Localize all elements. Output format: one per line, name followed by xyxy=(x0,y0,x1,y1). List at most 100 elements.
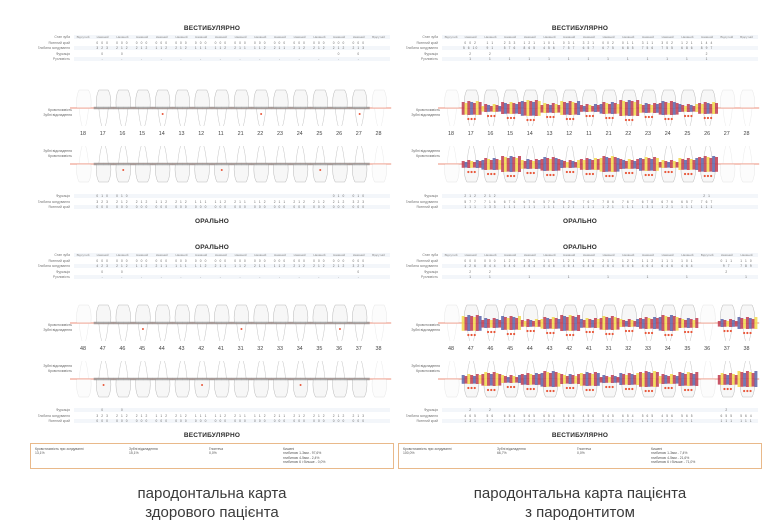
table-cell: 1 1 1 xyxy=(661,258,674,263)
bleeding-point xyxy=(470,170,473,174)
probing-depth-stripe xyxy=(706,157,710,172)
probing-depth-stripe xyxy=(548,319,552,329)
tooth-outline xyxy=(352,360,368,398)
probing-depth-stripe xyxy=(726,321,730,327)
table-cell: - xyxy=(318,57,321,61)
bleeding-point xyxy=(572,170,575,174)
probing-depth-stripe xyxy=(641,159,645,171)
probing-depth-stripe xyxy=(560,160,564,168)
bleeding-point xyxy=(650,331,654,335)
tooth-state-cell: Наявний xyxy=(214,35,227,39)
probing-depth-stripe xyxy=(579,105,583,112)
bleeding-point xyxy=(473,386,476,390)
tooth-number: 25 xyxy=(316,131,323,137)
table-cell: 6 5 4 xyxy=(503,413,517,418)
bleeding-point xyxy=(683,172,687,176)
bleeding-point xyxy=(749,331,752,335)
table-cell: 1 1 1 xyxy=(194,413,208,418)
probing-depth-stripe xyxy=(627,100,631,116)
tooth-state-cell: Наявний xyxy=(582,253,595,257)
row-label: Ясенний край xyxy=(416,419,438,423)
summary-pockets-label: Кишені xyxy=(283,447,295,451)
probing-depth-stripe xyxy=(275,377,282,381)
table-cell: 0 0 0 xyxy=(175,205,188,209)
table-cell: 8 6 5 xyxy=(523,46,537,50)
tooth-number: 43 xyxy=(546,346,553,352)
tooth-outline xyxy=(352,145,368,183)
probing-depth-stripe xyxy=(577,101,581,115)
probing-depth-stripe xyxy=(650,105,654,113)
probing-depth-stripe xyxy=(280,106,286,110)
bleeding-point xyxy=(687,330,690,334)
tooth-number: 47 xyxy=(99,346,106,352)
probing-depth-stripe xyxy=(118,106,124,110)
probing-depth-stripe xyxy=(506,318,510,330)
table-cell: 0 0 0 xyxy=(96,40,109,45)
table-cell: 0 0 0 xyxy=(254,419,267,423)
table-cell: 0 0 0 xyxy=(116,419,129,423)
probing-depth-stripe xyxy=(512,317,516,330)
bleeding-point xyxy=(608,385,611,389)
tooth-outline xyxy=(76,360,92,398)
table-cell: 0 0 0 xyxy=(254,258,267,263)
probing-depth-stripe xyxy=(616,104,620,114)
probing-depth-stripe xyxy=(492,104,496,112)
bleeding-point xyxy=(141,328,144,330)
table-cell: 0 0 0 xyxy=(155,205,169,209)
bleeding-point xyxy=(513,116,516,120)
table-cell: 6 7 6 xyxy=(503,199,517,204)
tooth-outline xyxy=(444,145,460,183)
table-cell: 1 1 1 xyxy=(175,264,188,268)
probing-depth-stripe xyxy=(692,106,696,112)
probing-depth-stripe xyxy=(613,103,617,114)
tooth-state-cell: Наявний xyxy=(352,253,365,257)
table-cell: 6 4 6 xyxy=(622,264,635,268)
probing-depth-stripe xyxy=(162,162,168,166)
probing-depth-stripe xyxy=(633,161,637,169)
probing-depth-stripe xyxy=(622,160,626,169)
probing-depth-stripe xyxy=(568,374,572,384)
table-cell: - xyxy=(160,275,163,279)
probing-depth-stripe xyxy=(133,321,139,325)
probing-depth-stripe xyxy=(731,320,735,327)
table-cell: 4 2 6 xyxy=(464,264,477,268)
bleeding-point xyxy=(493,114,496,118)
table-cell: 0 0 0 xyxy=(273,205,287,209)
probing-depth-stripe xyxy=(280,162,286,166)
table-cell: 1 2 1 xyxy=(523,40,537,45)
table-cell: 2 1 2 xyxy=(313,46,326,50)
probing-depth-stripe xyxy=(475,160,479,168)
probing-depth-stripe xyxy=(315,321,321,325)
probing-depth-stripe xyxy=(695,372,699,386)
probing-depth-stripe xyxy=(123,106,129,110)
probing-depth-stripe xyxy=(108,162,114,166)
probing-depth-stripe xyxy=(147,162,153,166)
probing-depth-stripe xyxy=(681,159,685,170)
table-cell: 0 0 2 xyxy=(464,40,477,45)
probing-depth-stripe xyxy=(596,373,600,386)
diagram-side-label: Зубні відкладення xyxy=(411,364,440,368)
probing-depth-stripe xyxy=(489,160,493,170)
tooth-state-cell: Наявний xyxy=(681,35,694,39)
probing-depth-stripe xyxy=(543,103,547,113)
probing-depth-stripe xyxy=(529,374,533,385)
table-cell: 8 4 4 xyxy=(484,264,497,268)
tooth-outline xyxy=(273,89,289,127)
probing-depth-stripe xyxy=(246,321,252,325)
bleeding-point xyxy=(743,389,746,393)
probing-depth-stripe xyxy=(622,101,626,116)
tooth-state-cell: Наявний xyxy=(234,253,247,257)
probing-depth-stripe xyxy=(554,158,558,171)
probing-depth-stripe xyxy=(216,162,222,166)
table-cell: 3 1 1 xyxy=(641,40,655,45)
probing-depth-stripe xyxy=(211,377,218,381)
probing-depth-stripe xyxy=(461,316,465,331)
probing-depth-stripe xyxy=(221,377,227,381)
bleeding-point xyxy=(568,333,572,337)
tooth-number: 37 xyxy=(355,346,362,352)
probing-depth-stripe xyxy=(672,102,676,115)
tooth-outline xyxy=(135,304,151,342)
probing-depth-stripe xyxy=(591,320,595,328)
tooth-number: 14 xyxy=(158,131,165,137)
table-cell: 7 6 7 xyxy=(622,199,635,204)
